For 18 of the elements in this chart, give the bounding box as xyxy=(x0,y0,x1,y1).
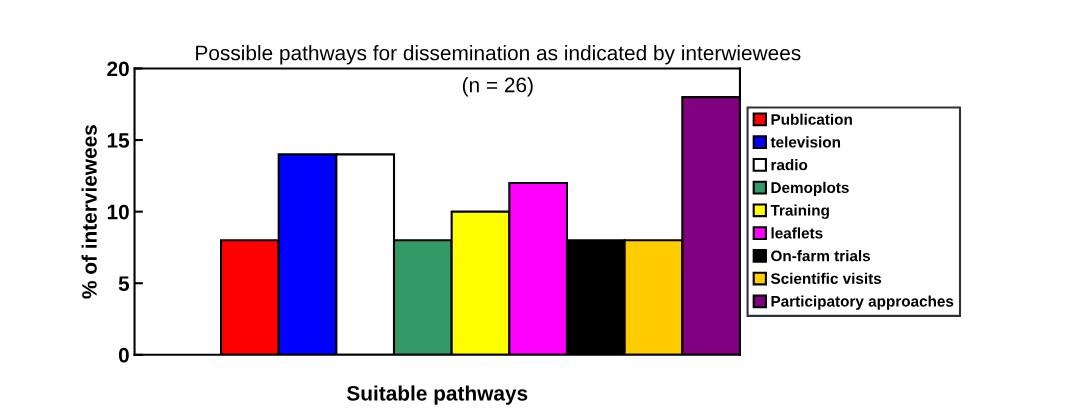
legend-label: Demoplots xyxy=(771,181,849,197)
legend-label: leaflets xyxy=(771,227,823,239)
legend-label: radio xyxy=(771,159,808,171)
y-axis-title: % of interviewees xyxy=(81,125,97,299)
legend-label: Publication xyxy=(771,113,852,125)
legend-label: Training xyxy=(770,204,829,219)
y-tick-label: 15 xyxy=(107,133,130,148)
y-tick-label: 10 xyxy=(107,204,129,220)
legend-label: On-farm trials xyxy=(771,250,871,262)
y-tick-label: 0 xyxy=(118,347,129,363)
y-tick-label: 5 xyxy=(118,276,130,291)
legend-label: television xyxy=(770,136,841,148)
legend-label: Scientific visits xyxy=(770,272,882,284)
chart-subtitle: (n = 26) xyxy=(462,77,533,97)
legend-label: Participatory approaches xyxy=(771,295,954,310)
x-axis-title: Suitable pathways xyxy=(346,385,528,405)
chart-title: Possible pathways for dissemination as indicated by interwiewees xyxy=(196,45,801,65)
y-tick-label: 20 xyxy=(107,61,129,77)
